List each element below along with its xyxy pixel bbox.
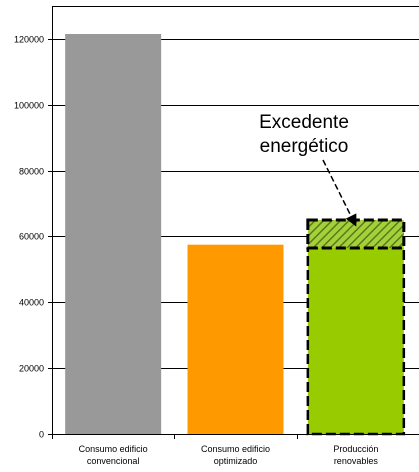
category-label: convencional (87, 456, 140, 466)
y-tick-label: 100000 (14, 101, 44, 111)
y-tick-label: 40000 (19, 298, 44, 308)
y-tick-label: 20000 (19, 364, 44, 374)
surplus-label: Excedente (259, 112, 349, 133)
surplus-annotation: Excedente energético (259, 112, 357, 227)
surplus-arrow (322, 159, 357, 227)
surplus-bar-segment (306, 218, 406, 250)
y-tick-label: 0 (39, 430, 44, 440)
labels: 0 20000 40000 60000 80000 100000 120000 Consumo… (14, 35, 378, 467)
category-label: Consumo edificio (79, 444, 148, 454)
y-tick-label: 80000 (19, 167, 44, 177)
bars (65, 33, 406, 436)
bar (306, 246, 406, 436)
category-label: optimizado (214, 456, 258, 466)
category-label: Producción (333, 444, 378, 454)
bar (65, 33, 162, 434)
surplus-label: energético (260, 136, 349, 157)
y-tick-label: 120000 (14, 35, 44, 45)
category-label: renovables (334, 456, 379, 466)
axes (48, 6, 419, 439)
y-tick-label: 60000 (19, 232, 44, 242)
category-label: Consumo edificio (201, 444, 270, 454)
bar (187, 244, 284, 434)
